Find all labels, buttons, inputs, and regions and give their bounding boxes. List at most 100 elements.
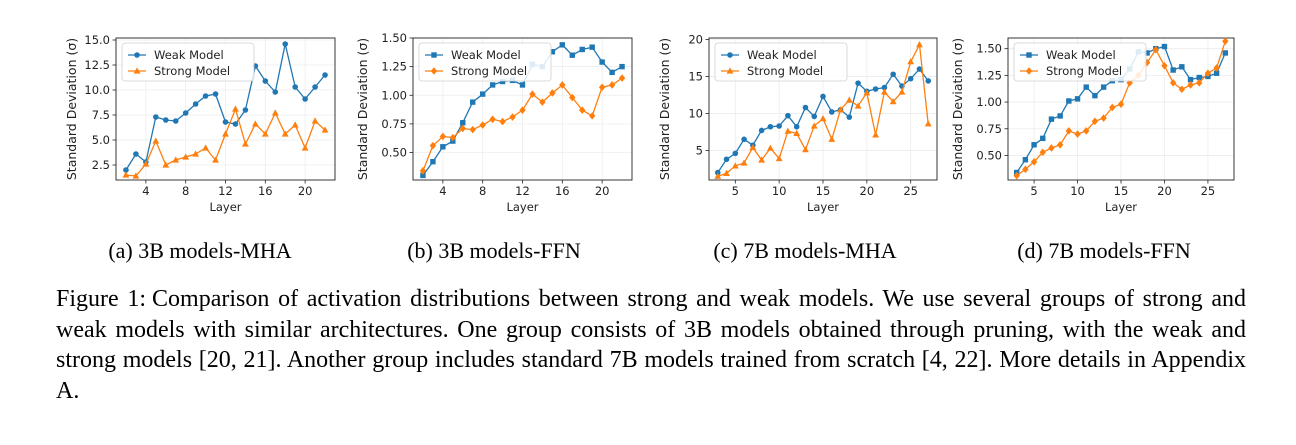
data-point [1144, 50, 1150, 56]
data-point [740, 159, 748, 166]
y-tick-label: 0.75 [976, 122, 1002, 136]
data-point [1057, 113, 1063, 119]
legend-marker [430, 67, 438, 75]
y-tick-label: 0.50 [381, 146, 407, 160]
legend-box [1013, 42, 1147, 82]
data-point [489, 115, 496, 124]
data-point [767, 123, 774, 130]
legend: Weak Model Strong Model [714, 42, 848, 82]
data-point [1196, 79, 1203, 87]
y-tick-label: 5.0 [92, 133, 110, 147]
caption-label: Figure 1: [56, 286, 147, 312]
x-tick-label: 15 [1114, 184, 1129, 198]
data-point [519, 82, 526, 88]
chart-0: 4 8 12 16 20 2.5 5.0 7.5 10.0 12.5 15.0 Layer Standa… [64, 33, 336, 214]
caption-text: Comparison of activation distributions b… [56, 286, 1246, 404]
data-point [802, 104, 809, 111]
data-point [731, 162, 739, 169]
data-point [714, 172, 722, 179]
data-point [723, 156, 730, 163]
data-point [449, 133, 457, 142]
data-point [312, 84, 318, 90]
chart-3: 5 10 15 20 25 0.50 0.75 1.00 1.25 1.50 Layer Standa… [950, 37, 1235, 214]
data-point [539, 98, 546, 106]
x-tick-label: 25 [903, 184, 918, 198]
data-point [811, 113, 818, 120]
data-point [723, 169, 730, 176]
data-point [802, 146, 809, 153]
x-tick-label: 20 [298, 184, 313, 198]
x-axis-label: Layer [1105, 200, 1137, 214]
legend-marker [726, 67, 734, 74]
data-point [872, 86, 879, 92]
data-point [846, 114, 853, 120]
legend-label: Weak Model [1046, 48, 1116, 62]
x-tick-label: 10 [1070, 184, 1085, 198]
legend-label: Weak Model [154, 48, 224, 62]
data-point [579, 46, 585, 53]
legend-label: Strong Model [747, 64, 823, 78]
data-point [1022, 165, 1029, 174]
data-point [1066, 98, 1072, 104]
legend-marker [133, 67, 141, 74]
y-tick-label: 1.00 [381, 88, 407, 102]
data-point [1092, 92, 1098, 99]
data-point [907, 75, 914, 82]
data-point [588, 112, 596, 120]
x-axis-label: Layer [807, 200, 839, 214]
legend-marker [134, 52, 140, 58]
data-point [820, 93, 826, 100]
legend-label: Strong Model [451, 64, 527, 78]
data-point [261, 130, 269, 137]
data-point [1048, 116, 1055, 122]
y-tick-label: 10.0 [84, 83, 110, 97]
data-point [192, 150, 200, 157]
chart-1: 4 8 12 16 20 0.50 0.75 1.00 1.25 1.50 Layer Standar… [355, 31, 633, 214]
data-point [810, 122, 818, 129]
x-tick-label: 10 [772, 184, 787, 198]
data-point [322, 72, 328, 78]
data-point [881, 84, 888, 91]
data-point [271, 109, 279, 116]
legend: Weak Model Strong Model [418, 42, 552, 82]
data-point [153, 114, 159, 120]
data-point [1187, 81, 1194, 89]
data-point [766, 144, 774, 151]
legend-box [714, 42, 848, 82]
data-point [569, 52, 575, 58]
data-point [460, 120, 466, 126]
y-tick-label: 1.25 [381, 60, 407, 74]
data-point [619, 63, 625, 70]
x-tick-label: 4 [439, 184, 446, 198]
data-point [242, 140, 249, 147]
y-axis-label: Standard Deviation (σ) [355, 38, 370, 180]
subcaption-b: (b) 3B models-FFN [407, 238, 581, 263]
data-point [232, 121, 239, 127]
data-point [272, 89, 279, 95]
series-weak-model [123, 41, 328, 173]
data-point [618, 74, 626, 82]
y-tick-label: 15.0 [84, 33, 110, 47]
x-tick-label: 16 [555, 184, 570, 198]
data-point [282, 41, 289, 47]
data-point [758, 156, 766, 163]
data-point [569, 93, 576, 102]
data-point [212, 91, 219, 97]
data-point [608, 81, 616, 89]
data-point [440, 144, 446, 150]
data-point [251, 120, 259, 127]
data-point [549, 89, 556, 97]
subcaption-d: (d) 7B models-FFN [1017, 238, 1191, 263]
data-point [579, 106, 586, 114]
data-point [172, 156, 180, 163]
data-point [1083, 84, 1089, 90]
data-point [459, 124, 466, 133]
data-point [845, 96, 853, 103]
data-point [321, 126, 329, 133]
data-point [302, 96, 308, 102]
data-point [479, 121, 486, 129]
data-point [559, 81, 566, 89]
y-tick-label: 1.25 [976, 68, 1002, 82]
data-point [784, 127, 792, 134]
data-point [133, 151, 139, 157]
